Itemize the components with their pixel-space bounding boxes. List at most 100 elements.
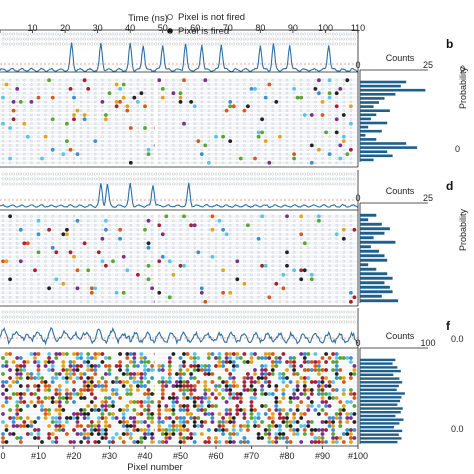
empty-pixel-dot xyxy=(23,273,26,276)
fired-pixel-dot xyxy=(288,420,293,424)
empty-pixel-dot xyxy=(157,42,161,46)
empty-pixel-dot xyxy=(97,42,101,46)
empty-pixel-dot xyxy=(51,182,55,186)
fired-pixel-dot xyxy=(260,436,264,440)
empty-pixel-dot xyxy=(307,246,310,250)
empty-pixel-dot xyxy=(342,144,345,147)
empty-pixel-dot xyxy=(306,320,310,324)
pixel-tick-label: 0 xyxy=(0,451,5,461)
empty-pixel-dot xyxy=(15,315,19,319)
fired-pixel-dot xyxy=(139,372,144,376)
empty-pixel-dot xyxy=(328,228,331,232)
fired-pixel-dot xyxy=(57,400,62,404)
fired-pixel-dot xyxy=(349,388,353,392)
empty-pixel-dot xyxy=(292,105,296,108)
fired-pixel-dot xyxy=(295,408,300,412)
empty-pixel-dot xyxy=(349,177,353,181)
empty-pixel-dot xyxy=(257,320,261,324)
empty-pixel-dot xyxy=(271,287,274,290)
empty-pixel-dot xyxy=(44,161,47,165)
empty-pixel-dot xyxy=(352,320,356,324)
fired-pixel-dot xyxy=(111,436,115,440)
empty-pixel-dot xyxy=(8,182,12,186)
empty-pixel-dot xyxy=(239,310,243,314)
empty-pixel-dot xyxy=(136,300,140,303)
empty-pixel-dot xyxy=(139,172,143,176)
empty-pixel-dot xyxy=(321,242,324,245)
fired-pixel-dot xyxy=(104,113,108,117)
empty-pixel-dot xyxy=(236,144,239,147)
empty-pixel-dot xyxy=(321,224,324,227)
empty-pixel-dot xyxy=(307,152,310,156)
empty-pixel-dot xyxy=(235,177,239,181)
empty-pixel-dot xyxy=(328,113,331,117)
fired-pixel-dot xyxy=(18,400,23,404)
fired-pixel-dot xyxy=(331,440,335,444)
fired-pixel-dot xyxy=(199,424,204,428)
empty-pixel-dot xyxy=(225,320,229,324)
empty-pixel-dot xyxy=(193,126,196,130)
fired-pixel-dot xyxy=(11,108,16,113)
fired-pixel-dot xyxy=(185,412,190,416)
fired-pixel-dot xyxy=(320,420,325,424)
empty-pixel-dot xyxy=(150,148,154,152)
empty-pixel-dot xyxy=(122,161,125,165)
fired-pixel-dot xyxy=(338,436,343,440)
fired-pixel-dot xyxy=(50,440,55,444)
empty-pixel-dot xyxy=(243,139,246,143)
empty-pixel-dot xyxy=(321,296,324,299)
empty-pixel-dot xyxy=(58,315,62,319)
empty-pixel-dot xyxy=(115,273,118,276)
fired-pixel-dot xyxy=(214,364,218,368)
empty-pixel-dot xyxy=(200,315,204,319)
empty-pixel-dot xyxy=(8,315,12,319)
empty-pixel-dot xyxy=(143,224,147,227)
fired-pixel-dot xyxy=(224,352,229,356)
fired-pixel-dot xyxy=(96,352,101,356)
empty-pixel-dot xyxy=(321,83,324,86)
empty-pixel-dot xyxy=(250,105,253,108)
empty-pixel-dot xyxy=(236,255,239,258)
empty-pixel-dot xyxy=(8,109,12,112)
fired-pixel-dot xyxy=(256,356,261,360)
empty-pixel-dot xyxy=(314,255,317,258)
empty-pixel-dot xyxy=(292,264,296,267)
empty-pixel-dot xyxy=(289,310,293,314)
empty-pixel-dot xyxy=(150,228,154,232)
fired-pixel-dot xyxy=(68,364,73,368)
empty-pixel-dot xyxy=(250,300,253,303)
fired-pixel-dot xyxy=(349,392,353,396)
fired-pixel-dot xyxy=(192,388,197,392)
empty-pixel-dot xyxy=(314,83,317,86)
empty-pixel-dot xyxy=(328,100,331,104)
fired-pixel-dot xyxy=(338,424,343,428)
fired-pixel-dot xyxy=(50,420,55,424)
fired-pixel-dot xyxy=(164,436,169,440)
empty-pixel-dot xyxy=(93,37,97,41)
fired-pixel-dot xyxy=(89,286,94,291)
empty-pixel-dot xyxy=(214,109,218,112)
fired-pixel-dot xyxy=(157,290,162,295)
empty-pixel-dot xyxy=(221,310,225,314)
empty-pixel-dot xyxy=(321,291,324,294)
empty-pixel-dot xyxy=(342,273,345,276)
empty-pixel-dot xyxy=(232,177,236,181)
empty-pixel-dot xyxy=(65,172,69,176)
empty-pixel-dot xyxy=(243,126,246,130)
fired-pixel-dot xyxy=(167,428,172,432)
empty-pixel-dot xyxy=(221,273,225,276)
fired-pixel-dot xyxy=(100,404,105,408)
empty-pixel-dot xyxy=(83,42,87,46)
fired-pixel-dot xyxy=(313,364,318,368)
raster-row-band xyxy=(0,113,358,117)
empty-pixel-dot xyxy=(200,118,204,121)
fired-pixel-dot xyxy=(25,416,30,420)
empty-pixel-dot xyxy=(115,144,118,147)
empty-pixel-dot xyxy=(225,182,229,186)
empty-pixel-dot xyxy=(207,278,211,281)
empty-pixel-dot xyxy=(79,42,83,46)
empty-pixel-dot xyxy=(228,83,232,86)
empty-pixel-dot xyxy=(200,42,204,46)
empty-pixel-dot xyxy=(250,144,253,147)
empty-pixel-dot xyxy=(30,139,33,143)
